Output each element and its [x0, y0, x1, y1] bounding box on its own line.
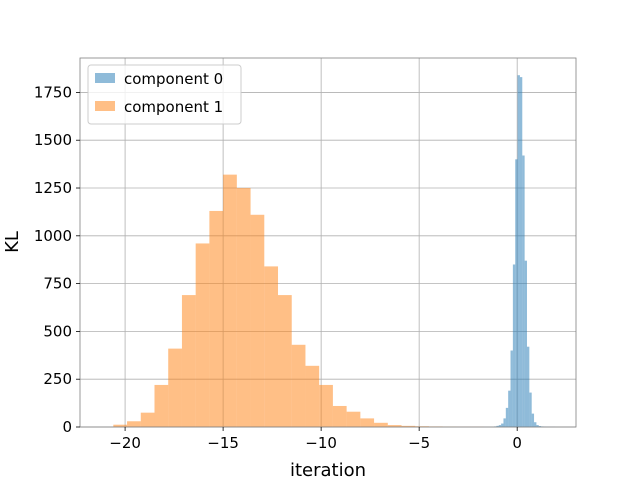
histogram-bar — [374, 422, 388, 427]
y-tick-label: 1500 — [34, 131, 72, 149]
histogram-bar — [195, 243, 210, 427]
histogram-bar — [526, 346, 530, 427]
legend-swatch-component-0 — [95, 73, 115, 83]
y-tick-label: 1250 — [34, 179, 72, 197]
histogram-bar — [113, 424, 128, 427]
histogram-bar — [332, 405, 347, 427]
x-tick-label: 0 — [512, 434, 522, 452]
histogram-bar — [496, 425, 499, 427]
histogram-bar — [140, 412, 155, 427]
x-tick-label: −15 — [207, 434, 239, 452]
histogram-bar — [529, 392, 532, 427]
x-axis-ticks: −20 −15 −10 −5 0 — [109, 427, 522, 452]
histogram-bar — [501, 423, 504, 427]
histogram-bar — [236, 188, 251, 427]
histogram-bar — [305, 365, 320, 427]
histogram-bar — [498, 425, 502, 427]
y-axis-ticks: 0 250 500 750 1000 1250 1500 1750 — [34, 83, 80, 436]
y-tick-label: 750 — [43, 275, 72, 293]
histogram-bar — [401, 425, 416, 427]
y-tick-label: 1750 — [34, 83, 72, 101]
histogram-bar — [517, 75, 520, 428]
histogram-bar — [519, 77, 523, 427]
histogram-bar — [387, 425, 402, 427]
x-tick-label: −20 — [109, 434, 141, 452]
series-component-0 — [494, 75, 556, 428]
histogram-bar — [505, 407, 509, 427]
y-tick-label: 500 — [43, 322, 72, 340]
series-component-1 — [113, 174, 484, 427]
histogram-bar — [538, 426, 542, 427]
y-tick-label: 0 — [62, 418, 72, 436]
histogram-bar — [534, 422, 537, 427]
histogram-bar — [522, 155, 525, 428]
histogram-bar — [503, 418, 506, 427]
histogram-bar — [346, 411, 361, 427]
histogram-bar — [319, 384, 333, 427]
histogram-bar — [515, 159, 518, 427]
x-axis-label: iteration — [290, 460, 366, 480]
histogram-bar — [360, 418, 375, 427]
x-tick-label: −10 — [305, 434, 337, 452]
histogram-bar — [209, 210, 224, 427]
histogram-bar — [154, 384, 169, 427]
histogram-bar — [127, 421, 141, 427]
histogram-bar — [536, 425, 539, 427]
y-tick-label: 250 — [43, 370, 72, 388]
histogram-bar — [181, 295, 196, 427]
legend: component 0 component 1 — [87, 64, 242, 125]
legend-label-component-0: component 0 — [124, 70, 223, 88]
x-tick-label: −5 — [408, 434, 430, 452]
histogram-bar — [512, 264, 516, 427]
y-axis-label: KL — [2, 231, 23, 253]
plot-frame — [79, 57, 577, 428]
legend-swatch-component-1 — [95, 101, 115, 111]
y-tick-label: 1000 — [34, 227, 72, 245]
histogram-bar — [168, 348, 182, 427]
histogram-bar — [250, 214, 265, 427]
histogram-bar — [291, 344, 306, 427]
legend-box — [87, 64, 242, 125]
histogram-bar — [531, 413, 535, 427]
histogram-bar — [508, 390, 511, 427]
histogram-bars — [113, 75, 556, 428]
histogram-bar — [223, 174, 237, 427]
histogram-bar — [278, 295, 292, 427]
histogram-bar — [264, 266, 279, 427]
histogram-bar — [510, 350, 513, 427]
legend-label-component-1: component 1 — [124, 98, 223, 116]
histogram-bar — [524, 260, 527, 427]
